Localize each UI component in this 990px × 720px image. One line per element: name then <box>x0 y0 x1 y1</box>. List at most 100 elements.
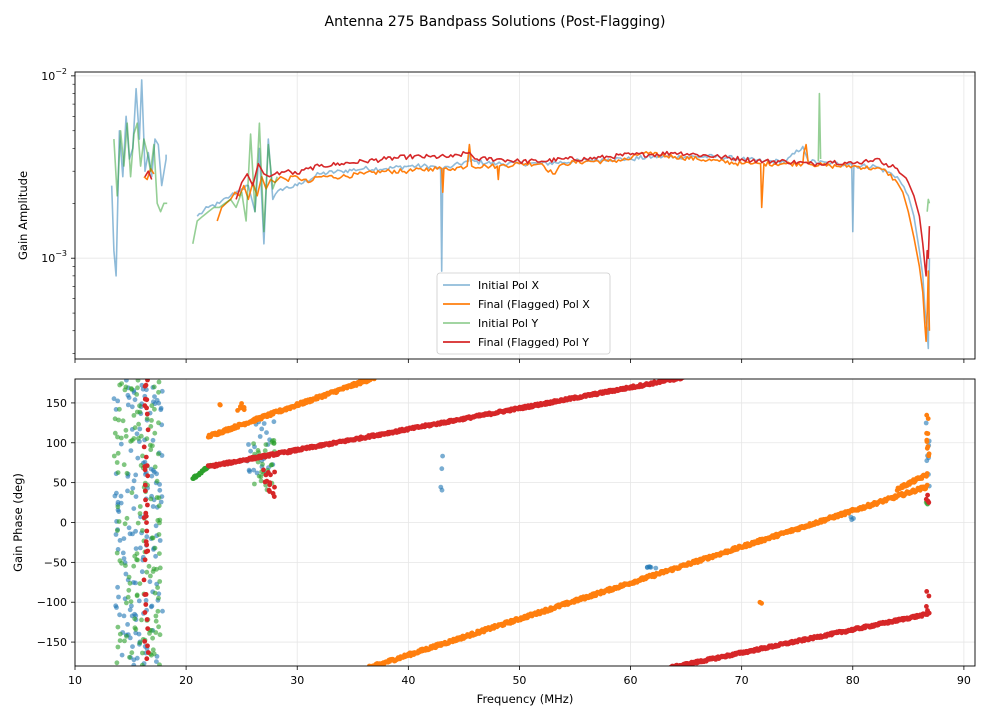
phase-point <box>118 441 124 447</box>
phase-series <box>111 379 932 666</box>
phase-point <box>147 631 152 636</box>
phase-panel: 10 20 30 40 50 60 70 80 90 −150 −100 −50 0 50 100 150 G… <box>11 378 976 706</box>
phase-point <box>137 403 142 409</box>
phase-point <box>137 426 143 432</box>
phase-point <box>137 581 143 586</box>
phase-point <box>115 644 121 650</box>
phase-point <box>145 427 151 433</box>
phase-point <box>134 592 140 598</box>
phase-point <box>156 503 162 509</box>
phase-point <box>111 396 117 402</box>
legend-box <box>436 272 611 355</box>
phase-point <box>264 478 270 484</box>
phase-point <box>132 397 138 403</box>
phase-point <box>257 434 263 439</box>
phase-y-tick-label: −150 <box>37 636 67 649</box>
phase-point <box>128 448 134 453</box>
phase-point <box>112 430 118 436</box>
phase-point <box>126 574 132 580</box>
phase-point <box>263 472 269 478</box>
phase-point <box>255 459 261 465</box>
phase-point <box>144 534 150 540</box>
legend: Initial Pol X Final (Flagged) Pol X Initia… <box>436 272 611 355</box>
phase-point <box>851 516 856 521</box>
phase-point <box>125 402 131 408</box>
phase-series-final_y <box>141 379 932 666</box>
phase-point <box>158 499 164 505</box>
phase-point <box>114 550 120 556</box>
amp-y-tick-label: 10−3 <box>41 249 67 265</box>
phase-point <box>150 647 156 653</box>
phase-point <box>271 494 277 499</box>
phase-point <box>143 602 149 607</box>
amp-line-initial_x <box>110 79 931 350</box>
phase-point <box>150 635 156 641</box>
phase-point <box>653 565 659 571</box>
phase-point <box>116 417 121 423</box>
phase-point <box>142 383 148 389</box>
phase-point <box>156 495 162 501</box>
phase-point <box>132 425 138 431</box>
phase-point <box>129 490 135 496</box>
phase-point <box>217 402 223 407</box>
phase-point <box>262 448 268 454</box>
legend-label-final_x: Final (Flagged) Pol X <box>478 298 590 311</box>
phase-point <box>440 453 445 459</box>
phase-point <box>114 460 120 465</box>
phase-point <box>133 472 139 478</box>
phase-point <box>125 392 131 398</box>
phase-point <box>142 557 148 563</box>
x-tick-label: 60 <box>624 674 638 687</box>
x-tick-label: 40 <box>401 674 415 687</box>
phase-point <box>149 473 155 479</box>
phase-point <box>266 487 272 493</box>
phase-point <box>144 436 150 442</box>
phase-point <box>924 604 929 609</box>
phase-point <box>159 388 165 394</box>
phase-point <box>147 579 153 585</box>
phase-point <box>156 595 161 601</box>
phase-point <box>159 453 165 458</box>
phase-point <box>129 404 135 410</box>
phase-point <box>130 485 136 491</box>
phase-point <box>926 451 932 457</box>
phase-point <box>117 558 123 564</box>
phase-point <box>121 613 127 619</box>
phase-y-tick-label: 100 <box>46 437 67 450</box>
phase-point <box>117 638 123 643</box>
phase-point <box>119 652 125 658</box>
phase-point <box>157 579 163 584</box>
phase-point <box>134 409 140 415</box>
phase-point <box>140 528 145 533</box>
phase-point <box>269 462 275 468</box>
amplitude-ylabel: Gain Amplitude <box>16 171 30 260</box>
phase-point <box>135 455 141 461</box>
phase-point <box>132 616 138 622</box>
x-tick-label: 90 <box>957 674 971 687</box>
phase-point <box>144 397 150 403</box>
phase-point <box>149 603 155 609</box>
phase-point <box>127 635 133 641</box>
phase-point <box>139 569 145 575</box>
phase-point <box>145 502 150 508</box>
phase-point <box>142 467 148 473</box>
x-tick-label: 20 <box>179 674 193 687</box>
phase-point <box>153 630 159 635</box>
phase-y-tick-label: 0 <box>60 517 67 530</box>
phase-point <box>157 632 163 638</box>
phase-point <box>138 463 144 468</box>
x-tick-label: 80 <box>846 674 860 687</box>
phase-point <box>139 617 144 623</box>
phase-point <box>251 441 256 446</box>
phase-y-tick-label: −100 <box>37 596 67 609</box>
phase-point <box>115 624 121 630</box>
phase-point <box>133 580 138 586</box>
phase-y-tick-label: 50 <box>53 477 67 490</box>
phase-point <box>154 478 160 484</box>
phase-point <box>120 550 126 556</box>
legend-label-final_y: Final (Flagged) Pol Y <box>478 336 589 349</box>
amplitude-series <box>110 79 931 350</box>
phase-point <box>757 599 763 605</box>
phase-point <box>153 523 159 529</box>
phase-point <box>152 394 157 399</box>
